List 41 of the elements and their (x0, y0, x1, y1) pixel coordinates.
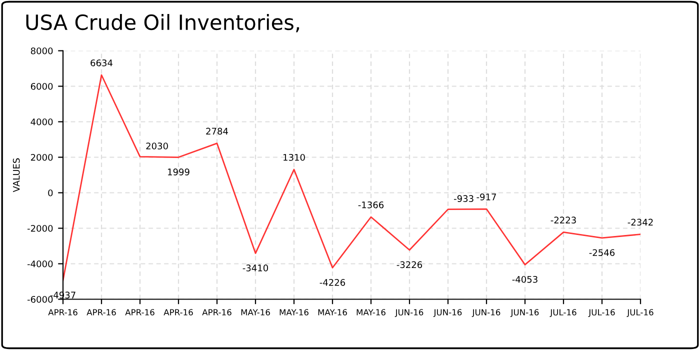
x-tick-label: JUN-16 (510, 309, 539, 317)
y-tick-label: 0 (48, 189, 53, 196)
x-tick-label: MAY-16 (318, 309, 347, 316)
data-label: 2030 (146, 142, 168, 150)
data-label: -1366 (358, 201, 384, 208)
y-tick-label: 6000 (30, 82, 53, 90)
x-tick-label: JUL-16 (588, 309, 615, 317)
x-tick-label: JUN-16 (472, 309, 500, 317)
y-tick-label: -6000 (27, 296, 53, 303)
data-label: -4226 (320, 279, 346, 286)
y-axis-title: VALUES (12, 158, 20, 192)
y-tick-label: -2000 (27, 224, 53, 232)
x-tick-label: MAY-16 (280, 309, 308, 316)
x-tick-label: MAY-16 (356, 309, 386, 316)
y-tick-label: 8000 (30, 47, 53, 54)
x-tick-label: APR-16 (86, 309, 116, 316)
data-label: -2342 (628, 218, 653, 226)
x-tick-label: APR-16 (202, 309, 232, 316)
y-tick-label: 2000 (30, 154, 53, 161)
y-tick-label: -4000 (27, 260, 53, 268)
x-tick-label: JUL-16 (626, 309, 654, 317)
x-tick-label: JUN-16 (394, 309, 424, 317)
data-label: -2546 (589, 249, 615, 256)
data-label: -933 (454, 195, 474, 202)
x-tick-label: MAY-16 (241, 309, 270, 316)
data-label: 2784 (206, 128, 228, 135)
data-label: -917 (476, 194, 496, 200)
x-tick-label: JUN-16 (433, 309, 462, 317)
chart-title: USA Crude Oil Inventories, (26, 14, 300, 32)
data-label: -4053 (512, 276, 538, 283)
data-label: 6634 (90, 59, 112, 66)
data-label: -2223 (550, 216, 576, 224)
y-tick-label: 4000 (30, 118, 53, 126)
data-label: 1310 (284, 154, 305, 161)
x-tick-label: APR-16 (164, 309, 193, 316)
x-tick-label: JUL-16 (550, 309, 576, 317)
x-tick-label: APR-16 (48, 309, 78, 316)
data-label: -3226 (396, 261, 422, 268)
data-label: -3410 (242, 264, 268, 272)
data-label: 1999 (168, 168, 190, 176)
x-tick-label: APR-16 (125, 309, 154, 316)
